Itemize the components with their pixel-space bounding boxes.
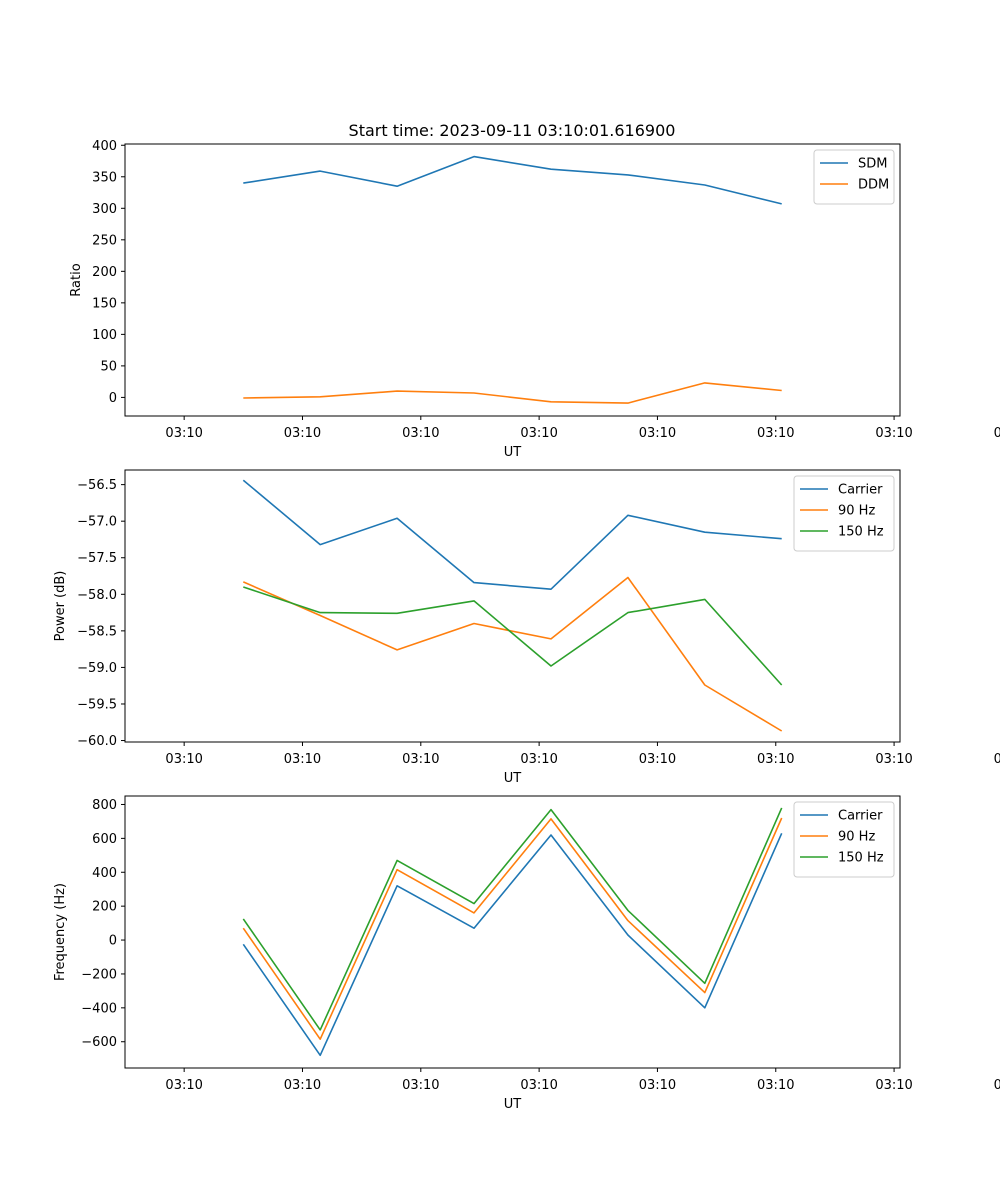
frequency-y-tick-label: −200: [81, 967, 117, 982]
ratio-x-tick-label: 03:10: [639, 426, 676, 441]
ratio-y-tick-label: 300: [92, 202, 117, 217]
power-y-tick-label: −58.0: [77, 588, 117, 603]
ratio-legend-label: SDM: [858, 157, 887, 172]
power-y-tick-label: −56.5: [77, 478, 117, 493]
frequency-y-tick-label: −400: [81, 1001, 117, 1016]
power-legend: [793, 475, 895, 552]
frequency-x-tick-label: 03:10: [875, 1078, 912, 1093]
power-y-tick-label: −57.0: [77, 515, 117, 530]
frequency-x-tick-label: 03:11: [994, 1078, 1000, 1093]
ratio-x-axis-label: UT: [504, 445, 522, 460]
frequency-x-tick-label: 03:10: [757, 1078, 794, 1093]
ratio-y-tick-label: 350: [92, 170, 117, 185]
power-axes-frame: [124, 469, 901, 743]
ratio-x-tick-label: 03:10: [875, 426, 912, 441]
power-x-tick-label: 03:10: [520, 752, 557, 767]
frequency-series-90-hz-line: [242, 817, 783, 1040]
frequency-y-tick-label: 800: [92, 798, 117, 813]
power-panel: 03:10 03:10 03:10 03:10 03:10 03:10 03:10 03:11…: [53, 469, 1000, 786]
ratio-x-tick-label: 03:11: [994, 426, 1000, 441]
power-x-tick-label: 03:10: [402, 752, 439, 767]
power-series-90-hz-line: [242, 576, 783, 732]
power-legend-label: 90 Hz: [838, 504, 875, 519]
power-series-150-hz-line: [243, 586, 783, 686]
frequency-x-axis-label: UT: [504, 1097, 522, 1112]
power-x-tick-label: 03:10: [639, 752, 676, 767]
power-y-tick-label: −60.0: [77, 734, 117, 749]
ratio-x-tick-label: 03:10: [165, 426, 202, 441]
frequency-y-axis-label: Frequency (Hz): [53, 883, 68, 981]
frequency-legend-label: 150 Hz: [838, 851, 884, 866]
frequency-legend-label: 90 Hz: [838, 830, 875, 845]
ratio-x-tick-label: 03:10: [284, 426, 321, 441]
frequency-x-tick-label: 03:10: [402, 1078, 439, 1093]
ratio-series-ddm-line: [243, 382, 782, 404]
frequency-legend-label: Carrier: [838, 809, 883, 824]
ratio-y-axis-label: Ratio: [69, 263, 84, 296]
power-legend-label: Carrier: [838, 483, 883, 498]
frequency-series-150-hz-line: [242, 807, 783, 1031]
power-x-tick-label: 03:10: [284, 752, 321, 767]
ratio-series-sdm-line: [243, 155, 782, 205]
frequency-y-tick-label: 400: [92, 866, 117, 881]
ratio-y-tick-label: 250: [92, 233, 117, 248]
frequency-series-carrier-line: [242, 832, 783, 1057]
power-x-tick-label: 03:10: [165, 752, 202, 767]
ratio-x-tick-label: 03:10: [520, 426, 557, 441]
ratio-y-tick-label: 50: [100, 359, 117, 374]
ratio-axes-frame: [124, 143, 901, 417]
ratio-y-tick-label: 200: [92, 265, 117, 280]
ratio-x-tick-label: 03:10: [757, 426, 794, 441]
frequency-legend: [793, 801, 895, 878]
ratio-x-tick-label: 03:10: [402, 426, 439, 441]
frequency-x-tick-label: 03:10: [520, 1078, 557, 1093]
power-series-carrier-line: [242, 479, 782, 591]
power-legend-label: 150 Hz: [838, 525, 884, 540]
power-x-axis-label: UT: [504, 771, 522, 786]
frequency-y-tick-label: 600: [92, 832, 117, 847]
chart-title: Start time: 2023-09-11 03:10:01.616900: [349, 121, 676, 140]
ratio-y-tick-label: 400: [92, 139, 117, 154]
power-x-tick-label: 03:11: [994, 752, 1000, 767]
frequency-x-tick-label: 03:10: [165, 1078, 202, 1093]
power-y-tick-label: −58.5: [77, 624, 117, 639]
power-y-axis-label: Power (dB): [53, 571, 68, 642]
frequency-y-tick-label: −600: [81, 1035, 117, 1050]
ratio-legend-label: DDM: [858, 178, 889, 193]
frequency-panel: 03:10 03:10 03:10 03:10 03:10 03:10 03:10 03:11…: [53, 795, 1000, 1112]
ratio-y-tick-label: 0: [109, 391, 117, 406]
ratio-panel: 03:10 03:10 03:10 03:10 03:10 03:10 03:10 03:11…: [69, 139, 1000, 460]
frequency-axes-frame: [124, 795, 901, 1069]
power-x-tick-label: 03:10: [875, 752, 912, 767]
frequency-y-tick-label: 0: [109, 934, 117, 949]
ratio-y-tick-label: 100: [92, 328, 117, 343]
power-x-tick-label: 03:10: [757, 752, 794, 767]
ratio-y-tick-label: 150: [92, 296, 117, 311]
power-y-tick-label: −59.0: [77, 661, 117, 676]
frequency-x-tick-label: 03:10: [639, 1078, 676, 1093]
power-y-tick-label: −57.5: [77, 551, 117, 566]
power-y-tick-label: −59.5: [77, 697, 117, 712]
frequency-x-tick-label: 03:10: [284, 1078, 321, 1093]
frequency-y-tick-label: 200: [92, 900, 117, 915]
